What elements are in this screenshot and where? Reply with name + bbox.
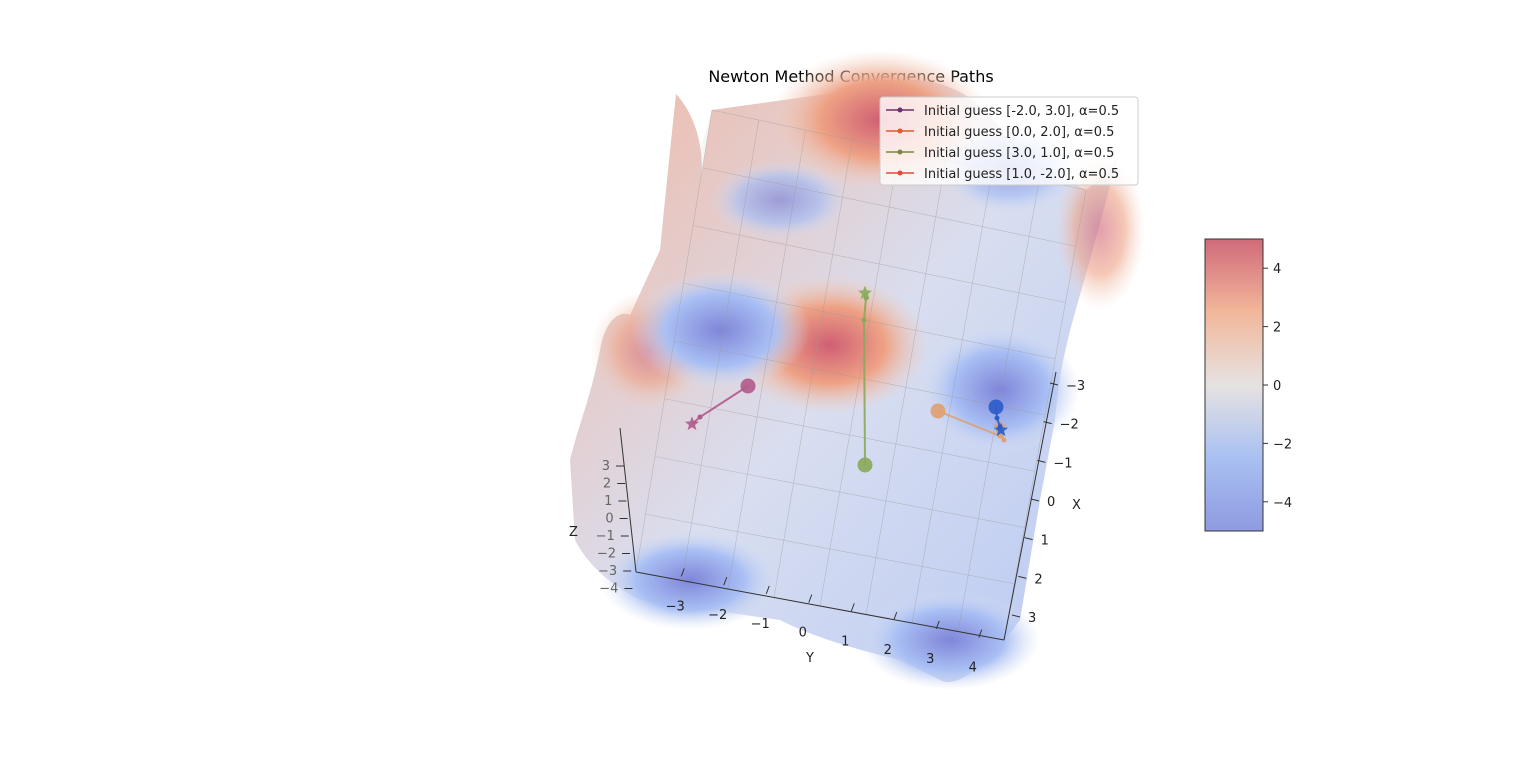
z-axis-label: Z [569, 525, 578, 540]
legend-entry: Initial guess [1.0, -2.0], α=0.5 [886, 167, 1119, 182]
y-tick-mark [935, 620, 940, 630]
legend-entry: Initial guess [3.0, 1.0], α=0.5 [886, 146, 1114, 161]
x-tick-mark [1037, 459, 1046, 463]
colorbar: 4 2 0 −2 −4 [1204, 238, 1292, 532]
path-start-marker [740, 378, 756, 394]
x-tick-labels: −3 −2 −1 0 1 2 3 [1011, 379, 1085, 626]
y-tick-mark [850, 603, 855, 612]
colorbar-tick-label: 4 [1273, 262, 1281, 277]
grid-line [654, 456, 1025, 528]
y-tick-mark [893, 611, 898, 621]
z-tick-label: 2 [603, 477, 611, 492]
y-tick-label: −3 [666, 599, 685, 614]
x-tick-mark [1043, 421, 1052, 425]
y-tick-label: 3 [926, 652, 934, 667]
y-tick-mark [978, 629, 983, 638]
path-step-point [994, 415, 1000, 421]
grid-line [692, 225, 1066, 303]
x-tick-mark [1018, 575, 1027, 579]
axis-lines [619, 371, 1057, 641]
y-tick-labels: −3 −2 −1 0 1 2 3 4 [666, 568, 983, 676]
x-tick-label: −3 [1066, 379, 1085, 394]
path-series [988, 399, 1009, 437]
z-tick-label: −4 [599, 582, 618, 597]
convergence-paths [684, 285, 1009, 473]
y-tick-label: 1 [841, 634, 849, 649]
y-tick-mark [723, 576, 728, 586]
legend: Initial guess [-2.0, 3.0], α=0.5 Initial … [879, 96, 1139, 186]
path-start-marker [988, 399, 1004, 415]
path-start-marker [930, 403, 946, 419]
z-tick-label: 0 [605, 512, 613, 527]
path-end-marker [857, 285, 873, 300]
x-tick-label: 3 [1028, 611, 1036, 626]
z-tick-label: −1 [596, 529, 615, 544]
path-start-marker [857, 457, 873, 473]
grid-line [702, 167, 1076, 247]
path-end-marker [684, 416, 700, 431]
x-tick-mark [1030, 498, 1040, 502]
y-tick-mark [808, 594, 813, 603]
x-tick-mark [1049, 382, 1059, 386]
legend-swatch-marker [897, 149, 903, 155]
x-tick-label: −1 [1053, 456, 1072, 471]
x-tick-label: 0 [1047, 495, 1055, 510]
path-end-marker [993, 422, 1009, 437]
x-tick-label: −2 [1060, 418, 1079, 433]
colorbar-tick-label: 0 [1273, 379, 1281, 394]
z-tick-label: −2 [597, 547, 616, 562]
legend-label: Initial guess [0.0, 2.0], α=0.5 [924, 125, 1114, 140]
y-tick-mark [765, 585, 770, 595]
legend-label: Initial guess [-2.0, 3.0], α=0.5 [924, 104, 1119, 119]
colorbar-tick-label: −4 [1273, 496, 1292, 511]
path-series [857, 285, 873, 473]
x-axis-label: X [1072, 498, 1081, 513]
legend-label: Initial guess [1.0, -2.0], α=0.5 [924, 167, 1119, 182]
z-tick-label: 1 [604, 494, 612, 509]
path-step-point [997, 433, 1003, 439]
z-tick-labels: 3 2 1 0 −1 −2 −3 −4 [596, 459, 633, 597]
grid-line [645, 513, 1015, 585]
x-tick-mark [1011, 614, 1021, 618]
legend-swatch-marker [897, 107, 903, 113]
x-tick-label: 2 [1034, 572, 1042, 587]
y-tick-label: 4 [969, 661, 977, 676]
legend-swatch-marker [897, 170, 903, 176]
surface-plot [570, 50, 1145, 690]
x-tick-mark [1024, 537, 1033, 541]
legend-label: Initial guess [3.0, 1.0], α=0.5 [924, 146, 1114, 161]
grid-line [683, 282, 1056, 360]
y-axis-label: Y [805, 651, 814, 666]
y-tick-mark [680, 568, 685, 577]
z-tick-label: −3 [598, 564, 617, 579]
y-tick-label: 0 [799, 626, 807, 641]
legend-entry: Initial guess [-2.0, 3.0], α=0.5 [886, 104, 1119, 119]
legend-entry: Initial guess [0.0, 2.0], α=0.5 [886, 125, 1114, 140]
legend-swatch-marker [897, 128, 903, 134]
colorbar-tick-label: 2 [1273, 321, 1281, 336]
grid-line [664, 398, 1035, 472]
grid-line [673, 340, 1046, 416]
path-series [684, 378, 756, 431]
colorbar-tick-label: −2 [1273, 437, 1292, 452]
path-step-point [861, 317, 867, 323]
z-tick-label: 3 [602, 459, 610, 474]
y-tick-label: 2 [884, 643, 892, 658]
y-tick-label: −2 [708, 608, 727, 623]
x-tick-label: 1 [1041, 534, 1049, 549]
y-tick-label: −1 [751, 617, 770, 632]
path-step-point [697, 414, 703, 420]
path-step-point [1001, 437, 1007, 443]
